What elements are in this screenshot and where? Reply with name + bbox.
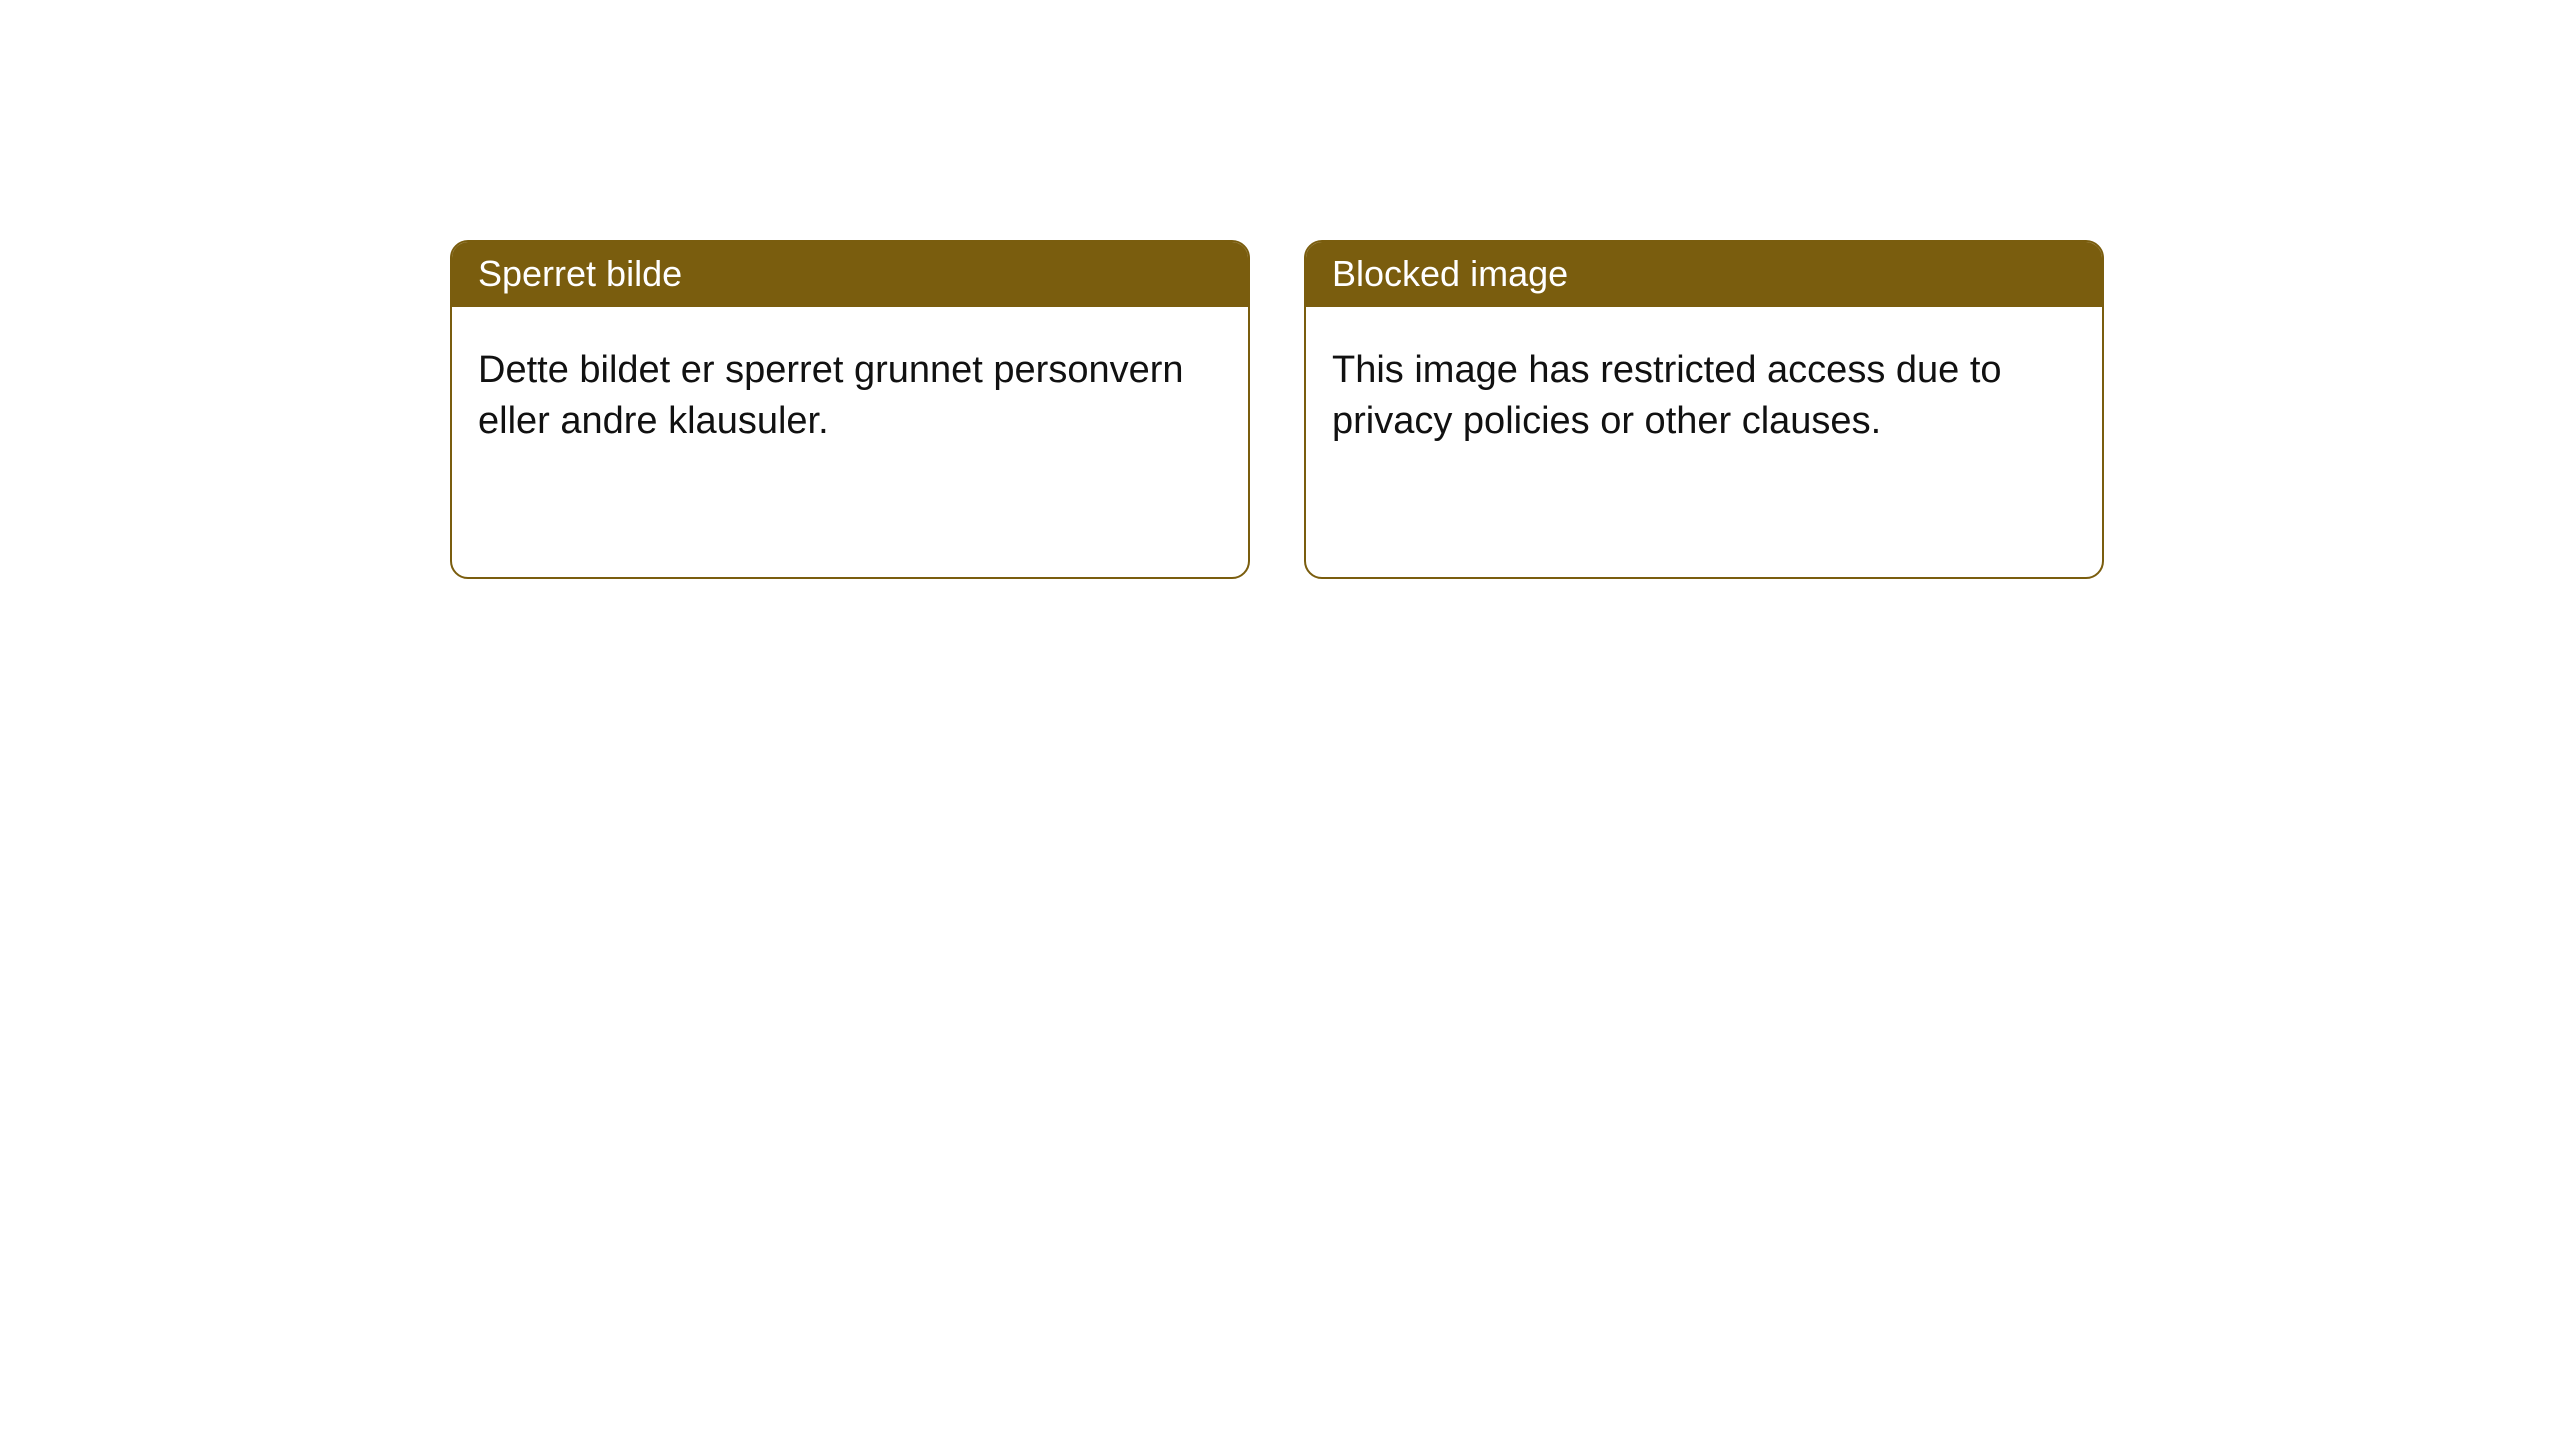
notice-body-en: This image has restricted access due to … xyxy=(1306,307,2102,577)
notice-header-no: Sperret bilde xyxy=(452,242,1248,307)
notice-header-en: Blocked image xyxy=(1306,242,2102,307)
notice-body-no: Dette bildet er sperret grunnet personve… xyxy=(452,307,1248,577)
blocked-image-notice-en: Blocked image This image has restricted … xyxy=(1304,240,2104,579)
notice-container: Sperret bilde Dette bildet er sperret gr… xyxy=(450,240,2104,579)
blocked-image-notice-no: Sperret bilde Dette bildet er sperret gr… xyxy=(450,240,1250,579)
